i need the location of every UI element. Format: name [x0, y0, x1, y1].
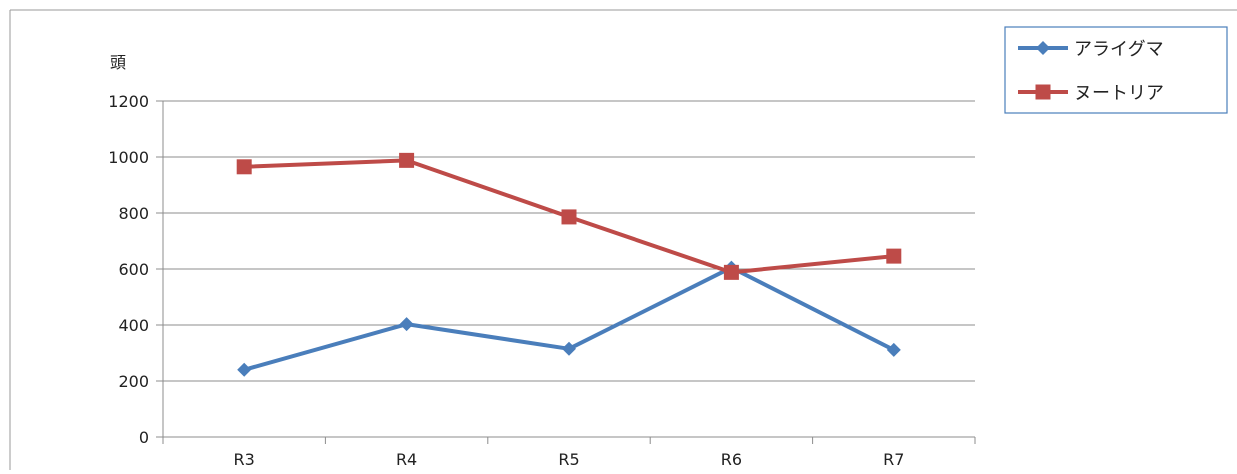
gridlines [163, 100, 975, 382]
legend-swatch-marker [1035, 84, 1051, 100]
y-tick-label: 600 [118, 260, 149, 279]
x-tick-label: R7 [883, 450, 904, 469]
axes: 0 200 400 600 800 1000 1200 R3 R4 R5 R6 R7 [108, 92, 976, 469]
data-point [723, 264, 739, 280]
legend-swatch-marker [1036, 41, 1050, 55]
y-tick-label: 1000 [108, 148, 149, 167]
data-point [886, 248, 902, 264]
y-tick-label: 1200 [108, 92, 149, 111]
x-tick-label: R3 [234, 450, 255, 469]
y-tick-label: 800 [118, 204, 149, 223]
x-tick-label: R4 [396, 450, 417, 469]
data-point [562, 341, 576, 356]
data-point [399, 317, 414, 332]
series-group [237, 260, 901, 377]
data-point [236, 159, 252, 175]
series-group [236, 152, 902, 280]
y-tick-label: 200 [118, 372, 149, 391]
series [236, 152, 902, 377]
x-tick-label: R5 [558, 450, 579, 469]
y-axis-unit-label: 頭 [110, 53, 126, 72]
data-point [561, 209, 577, 225]
data-point [237, 362, 252, 377]
legend-label: ヌートリア [1074, 83, 1164, 104]
y-tick-label: 400 [118, 316, 149, 335]
data-point [886, 342, 901, 357]
legend-label: アライグマ [1074, 39, 1164, 60]
x-tick-label: R6 [721, 450, 742, 469]
data-point [399, 152, 415, 168]
y-tick-label: 0 [139, 428, 149, 447]
